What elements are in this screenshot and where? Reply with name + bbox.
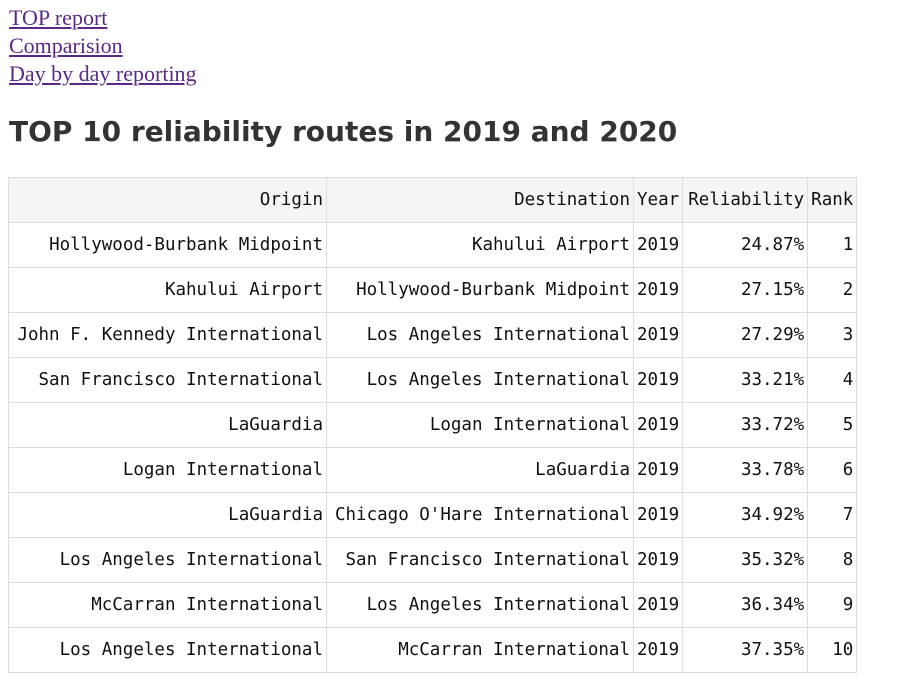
cell-rank: 6 — [807, 447, 858, 493]
cell-reliability: 33.72% — [682, 402, 809, 448]
header-reliability: Reliability — [682, 177, 809, 223]
cell-destination: Los Angeles International — [326, 357, 634, 403]
cell-origin: Kahului Airport — [8, 267, 327, 313]
cell-rank: 4 — [807, 357, 858, 403]
cell-reliability: 34.92% — [682, 492, 809, 538]
cell-destination: Kahului Airport — [326, 222, 634, 268]
cell-year: 2019 — [632, 357, 684, 403]
header-destination: Destination — [326, 177, 634, 223]
cell-year: 2019 — [632, 537, 684, 583]
cell-destination: Logan International — [326, 402, 634, 448]
cell-origin: Los Angeles International — [8, 537, 327, 583]
cell-reliability: 36.34% — [682, 582, 809, 628]
page-title: TOP 10 reliability routes in 2019 and 20… — [9, 115, 678, 148]
cell-origin: LaGuardia — [8, 402, 327, 448]
header-year: Year — [632, 177, 684, 223]
cell-origin: John F. Kennedy International — [8, 312, 327, 358]
cell-origin: Hollywood-Burbank Midpoint — [8, 222, 327, 268]
cell-destination: Los Angeles International — [326, 582, 634, 628]
cell-destination: San Francisco International — [326, 537, 634, 583]
cell-year: 2019 — [632, 492, 684, 538]
cell-destination: McCarran International — [326, 627, 634, 673]
table-row: LaGuardia Chicago O'Hare International 2… — [8, 492, 858, 538]
table-row: Logan International LaGuardia 2019 33.78… — [8, 447, 858, 493]
cell-year: 2019 — [632, 222, 684, 268]
cell-origin: LaGuardia — [8, 492, 327, 538]
cell-reliability: 27.15% — [682, 267, 809, 313]
cell-rank: 8 — [807, 537, 858, 583]
cell-year: 2019 — [632, 582, 684, 628]
cell-year: 2019 — [632, 402, 684, 448]
routes-table: Origin Destination Year Reliability Rank… — [8, 177, 858, 673]
cell-rank: 2 — [807, 267, 858, 313]
cell-rank: 1 — [807, 222, 858, 268]
cell-origin: Los Angeles International — [8, 627, 327, 673]
cell-reliability: 37.35% — [682, 627, 809, 673]
table-row: McCarran International Los Angeles Inter… — [8, 582, 858, 628]
cell-rank: 5 — [807, 402, 858, 448]
cell-year: 2019 — [632, 267, 684, 313]
table-row: Kahului Airport Hollywood-Burbank Midpoi… — [8, 267, 858, 313]
table-row: Hollywood-Burbank Midpoint Kahului Airpo… — [8, 222, 858, 268]
cell-rank: 9 — [807, 582, 858, 628]
table-row: San Francisco International Los Angeles … — [8, 357, 858, 403]
cell-year: 2019 — [632, 627, 684, 673]
cell-reliability: 33.21% — [682, 357, 809, 403]
table-row: Los Angeles International San Francisco … — [8, 537, 858, 583]
report-navigation: TOP report Comparision Day by day report… — [9, 4, 197, 88]
table-header-row: Origin Destination Year Reliability Rank — [8, 177, 858, 223]
cell-reliability: 33.78% — [682, 447, 809, 493]
cell-destination: Hollywood-Burbank Midpoint — [326, 267, 634, 313]
cell-rank: 7 — [807, 492, 858, 538]
cell-destination: Chicago O'Hare International — [326, 492, 634, 538]
header-rank: Rank — [807, 177, 858, 223]
cell-reliability: 35.32% — [682, 537, 809, 583]
table-row: Los Angeles International McCarran Inter… — [8, 627, 858, 673]
header-origin: Origin — [8, 177, 327, 223]
cell-year: 2019 — [632, 312, 684, 358]
top-report-link[interactable]: TOP report — [9, 5, 108, 30]
comparision-link[interactable]: Comparision — [9, 33, 123, 58]
cell-reliability: 24.87% — [682, 222, 809, 268]
cell-destination: Los Angeles International — [326, 312, 634, 358]
cell-origin: McCarran International — [8, 582, 327, 628]
cell-rank: 10 — [807, 627, 858, 673]
table-row: John F. Kennedy International Los Angele… — [8, 312, 858, 358]
cell-origin: San Francisco International — [8, 357, 327, 403]
table-row: LaGuardia Logan International 2019 33.72… — [8, 402, 858, 448]
cell-rank: 3 — [807, 312, 858, 358]
day-by-day-reporting-link[interactable]: Day by day reporting — [9, 61, 197, 86]
cell-destination: LaGuardia — [326, 447, 634, 493]
cell-reliability: 27.29% — [682, 312, 809, 358]
cell-origin: Logan International — [8, 447, 327, 493]
cell-year: 2019 — [632, 447, 684, 493]
